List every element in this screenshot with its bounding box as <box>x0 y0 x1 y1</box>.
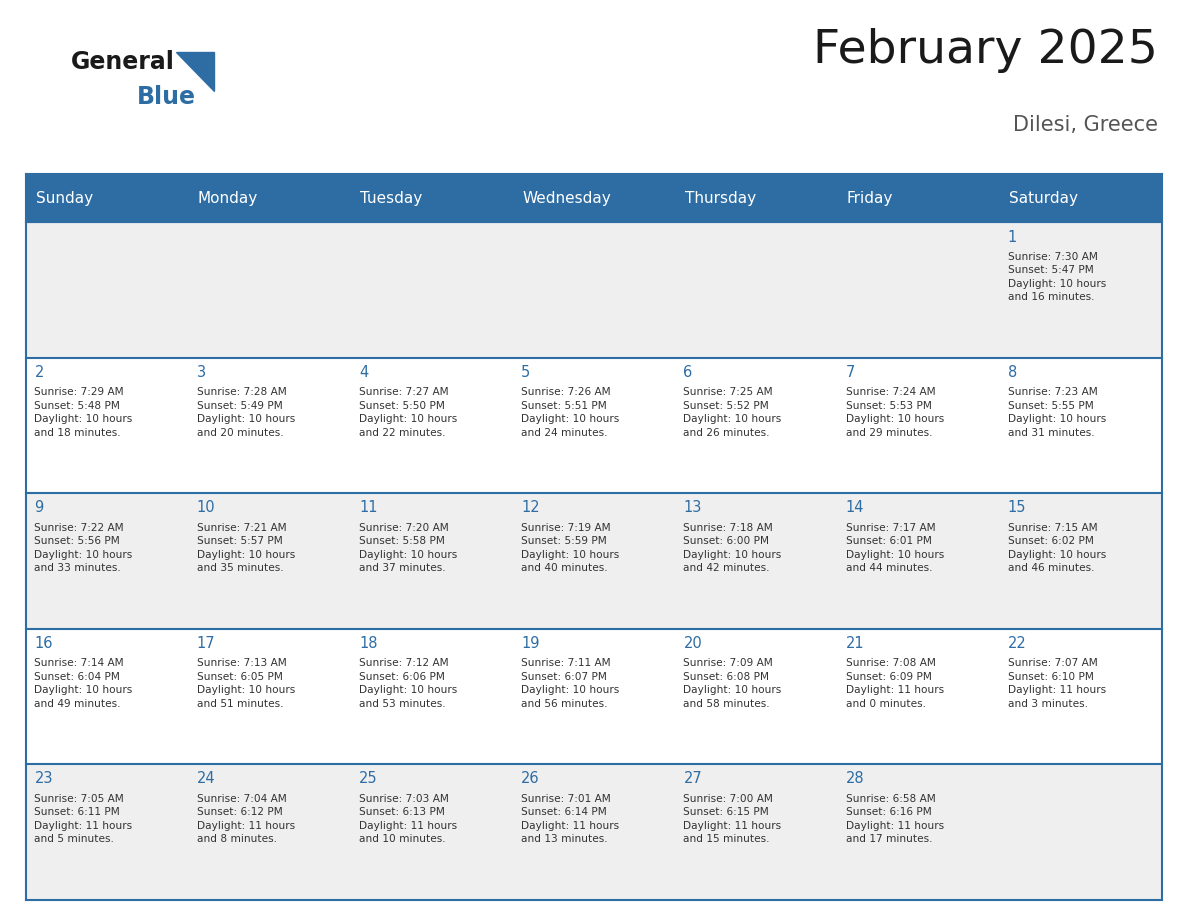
Text: Dilesi, Greece: Dilesi, Greece <box>1013 115 1158 135</box>
Text: 14: 14 <box>846 500 864 516</box>
Text: 12: 12 <box>522 500 539 516</box>
Text: 16: 16 <box>34 636 53 651</box>
Text: 22: 22 <box>1007 636 1026 651</box>
Text: Sunrise: 7:18 AM
Sunset: 6:00 PM
Daylight: 10 hours
and 42 minutes.: Sunrise: 7:18 AM Sunset: 6:00 PM Dayligh… <box>683 522 782 574</box>
Text: 19: 19 <box>522 636 539 651</box>
Text: 9: 9 <box>34 500 44 516</box>
Text: Sunrise: 7:04 AM
Sunset: 6:12 PM
Daylight: 11 hours
and 8 minutes.: Sunrise: 7:04 AM Sunset: 6:12 PM Dayligh… <box>197 793 295 845</box>
Text: 11: 11 <box>359 500 378 516</box>
Text: 7: 7 <box>846 365 855 380</box>
Text: 3: 3 <box>197 365 206 380</box>
Text: Monday: Monday <box>198 191 258 206</box>
Text: 27: 27 <box>683 771 702 787</box>
Text: 13: 13 <box>683 500 702 516</box>
Text: Sunrise: 7:15 AM
Sunset: 6:02 PM
Daylight: 10 hours
and 46 minutes.: Sunrise: 7:15 AM Sunset: 6:02 PM Dayligh… <box>1007 522 1106 574</box>
Text: Sunrise: 7:21 AM
Sunset: 5:57 PM
Daylight: 10 hours
and 35 minutes.: Sunrise: 7:21 AM Sunset: 5:57 PM Dayligh… <box>197 522 295 574</box>
Text: 21: 21 <box>846 636 865 651</box>
Text: 20: 20 <box>683 636 702 651</box>
Text: Sunrise: 7:29 AM
Sunset: 5:48 PM
Daylight: 10 hours
and 18 minutes.: Sunrise: 7:29 AM Sunset: 5:48 PM Dayligh… <box>34 387 133 438</box>
Text: Sunrise: 7:12 AM
Sunset: 6:06 PM
Daylight: 10 hours
and 53 minutes.: Sunrise: 7:12 AM Sunset: 6:06 PM Dayligh… <box>359 658 457 709</box>
Text: 5: 5 <box>522 365 531 380</box>
Text: 24: 24 <box>197 771 215 787</box>
Text: Sunrise: 7:24 AM
Sunset: 5:53 PM
Daylight: 10 hours
and 29 minutes.: Sunrise: 7:24 AM Sunset: 5:53 PM Dayligh… <box>846 387 944 438</box>
Text: General: General <box>71 50 175 74</box>
Text: Sunday: Sunday <box>36 191 93 206</box>
Text: Sunrise: 7:27 AM
Sunset: 5:50 PM
Daylight: 10 hours
and 22 minutes.: Sunrise: 7:27 AM Sunset: 5:50 PM Dayligh… <box>359 387 457 438</box>
Text: 6: 6 <box>683 365 693 380</box>
Text: Sunrise: 7:08 AM
Sunset: 6:09 PM
Daylight: 11 hours
and 0 minutes.: Sunrise: 7:08 AM Sunset: 6:09 PM Dayligh… <box>846 658 943 709</box>
Text: Sunrise: 7:22 AM
Sunset: 5:56 PM
Daylight: 10 hours
and 33 minutes.: Sunrise: 7:22 AM Sunset: 5:56 PM Dayligh… <box>34 522 133 574</box>
Text: Sunrise: 7:03 AM
Sunset: 6:13 PM
Daylight: 11 hours
and 10 minutes.: Sunrise: 7:03 AM Sunset: 6:13 PM Dayligh… <box>359 793 457 845</box>
Text: 25: 25 <box>359 771 378 787</box>
Text: 10: 10 <box>197 500 215 516</box>
Text: 28: 28 <box>846 771 865 787</box>
Text: Sunrise: 7:23 AM
Sunset: 5:55 PM
Daylight: 10 hours
and 31 minutes.: Sunrise: 7:23 AM Sunset: 5:55 PM Dayligh… <box>1007 387 1106 438</box>
Text: Sunrise: 7:09 AM
Sunset: 6:08 PM
Daylight: 10 hours
and 58 minutes.: Sunrise: 7:09 AM Sunset: 6:08 PM Dayligh… <box>683 658 782 709</box>
Text: Sunrise: 7:19 AM
Sunset: 5:59 PM
Daylight: 10 hours
and 40 minutes.: Sunrise: 7:19 AM Sunset: 5:59 PM Dayligh… <box>522 522 619 574</box>
Text: Sunrise: 7:13 AM
Sunset: 6:05 PM
Daylight: 10 hours
and 51 minutes.: Sunrise: 7:13 AM Sunset: 6:05 PM Dayligh… <box>197 658 295 709</box>
Text: Sunrise: 7:17 AM
Sunset: 6:01 PM
Daylight: 10 hours
and 44 minutes.: Sunrise: 7:17 AM Sunset: 6:01 PM Dayligh… <box>846 522 944 574</box>
Text: 23: 23 <box>34 771 53 787</box>
Text: Tuesday: Tuesday <box>360 191 423 206</box>
Text: 4: 4 <box>359 365 368 380</box>
Text: Friday: Friday <box>847 191 893 206</box>
Text: Sunrise: 7:07 AM
Sunset: 6:10 PM
Daylight: 11 hours
and 3 minutes.: Sunrise: 7:07 AM Sunset: 6:10 PM Dayligh… <box>1007 658 1106 709</box>
Text: Sunrise: 7:20 AM
Sunset: 5:58 PM
Daylight: 10 hours
and 37 minutes.: Sunrise: 7:20 AM Sunset: 5:58 PM Dayligh… <box>359 522 457 574</box>
Text: Sunrise: 7:11 AM
Sunset: 6:07 PM
Daylight: 10 hours
and 56 minutes.: Sunrise: 7:11 AM Sunset: 6:07 PM Dayligh… <box>522 658 619 709</box>
Text: Blue: Blue <box>137 85 196 109</box>
Text: 8: 8 <box>1007 365 1017 380</box>
Text: Thursday: Thursday <box>684 191 756 206</box>
Text: Sunrise: 7:26 AM
Sunset: 5:51 PM
Daylight: 10 hours
and 24 minutes.: Sunrise: 7:26 AM Sunset: 5:51 PM Dayligh… <box>522 387 619 438</box>
Text: Sunrise: 7:14 AM
Sunset: 6:04 PM
Daylight: 10 hours
and 49 minutes.: Sunrise: 7:14 AM Sunset: 6:04 PM Dayligh… <box>34 658 133 709</box>
Text: 26: 26 <box>522 771 539 787</box>
Text: 1: 1 <box>1007 230 1017 244</box>
Text: 18: 18 <box>359 636 378 651</box>
Text: Wednesday: Wednesday <box>523 191 611 206</box>
Text: Sunrise: 7:30 AM
Sunset: 5:47 PM
Daylight: 10 hours
and 16 minutes.: Sunrise: 7:30 AM Sunset: 5:47 PM Dayligh… <box>1007 252 1106 302</box>
Text: Sunrise: 7:05 AM
Sunset: 6:11 PM
Daylight: 11 hours
and 5 minutes.: Sunrise: 7:05 AM Sunset: 6:11 PM Dayligh… <box>34 793 133 845</box>
Text: Saturday: Saturday <box>1009 191 1079 206</box>
Text: Sunrise: 7:28 AM
Sunset: 5:49 PM
Daylight: 10 hours
and 20 minutes.: Sunrise: 7:28 AM Sunset: 5:49 PM Dayligh… <box>197 387 295 438</box>
Text: Sunrise: 7:25 AM
Sunset: 5:52 PM
Daylight: 10 hours
and 26 minutes.: Sunrise: 7:25 AM Sunset: 5:52 PM Dayligh… <box>683 387 782 438</box>
Text: 15: 15 <box>1007 500 1026 516</box>
Text: February 2025: February 2025 <box>814 28 1158 73</box>
Text: Sunrise: 7:01 AM
Sunset: 6:14 PM
Daylight: 11 hours
and 13 minutes.: Sunrise: 7:01 AM Sunset: 6:14 PM Dayligh… <box>522 793 619 845</box>
Text: Sunrise: 7:00 AM
Sunset: 6:15 PM
Daylight: 11 hours
and 15 minutes.: Sunrise: 7:00 AM Sunset: 6:15 PM Dayligh… <box>683 793 782 845</box>
Text: 2: 2 <box>34 365 44 380</box>
Text: Sunrise: 6:58 AM
Sunset: 6:16 PM
Daylight: 11 hours
and 17 minutes.: Sunrise: 6:58 AM Sunset: 6:16 PM Dayligh… <box>846 793 943 845</box>
Text: 17: 17 <box>197 636 215 651</box>
